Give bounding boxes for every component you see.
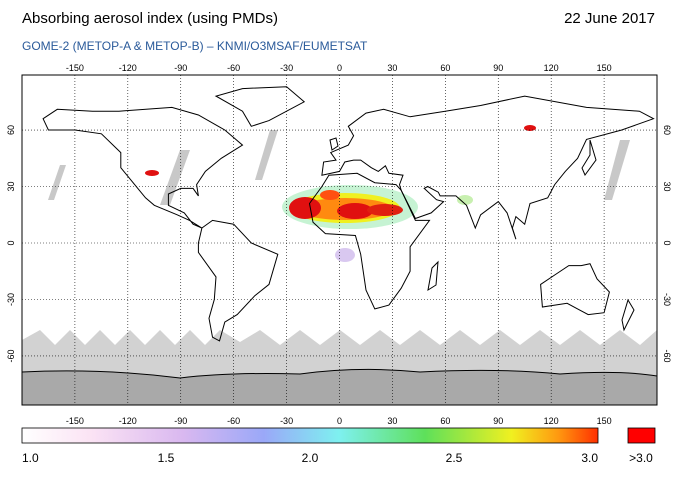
lat-label-left: -30 [6, 293, 16, 306]
lat-label-right: -60 [662, 349, 672, 362]
lon-label-bottom: -30 [280, 416, 293, 426]
subtitle: GOME-2 (METOP-A & METOP-B) – KNMI/O3MSAF… [22, 39, 368, 53]
lon-label-bottom: 30 [387, 416, 397, 426]
colorbar-label: 2.5 [446, 451, 463, 465]
lon-label-bottom: 150 [597, 416, 612, 426]
tick-labels: -150 -150 -120 -120 -90 -90 -60 -60 -30 -30 0 0 30 30… [6, 63, 672, 426]
colorbar [21, 427, 599, 444]
lon-label-bottom: 120 [544, 416, 559, 426]
colorbar-label: 2.0 [302, 451, 319, 465]
lat-label-left: -60 [6, 349, 16, 362]
colorbar-labels: 1.0 1.5 2.0 2.5 3.0 [22, 451, 598, 465]
lon-label-top: -120 [119, 63, 137, 73]
lat-label-right: 60 [662, 125, 672, 135]
lon-label-top: 120 [544, 63, 559, 73]
gap-stripes [48, 130, 630, 205]
lon-label-top: -150 [66, 63, 84, 73]
lon-label-top: -90 [174, 63, 187, 73]
lat-label-left: 30 [6, 182, 16, 192]
lon-label-bottom: -150 [66, 416, 84, 426]
lat-label-right: 30 [662, 182, 672, 192]
lon-label-bottom: -90 [174, 416, 187, 426]
lon-label-top: 0 [337, 63, 342, 73]
map-frame [21, 74, 658, 406]
lon-label-top: 30 [387, 63, 397, 73]
colorbar-label: 3.0 [581, 451, 598, 465]
map [22, 75, 657, 405]
lon-label-bottom: 0 [337, 416, 342, 426]
lon-label-top: 60 [440, 63, 450, 73]
lon-label-bottom: 90 [493, 416, 503, 426]
aerosol-plume [145, 125, 536, 262]
graticule [22, 75, 657, 405]
lon-label-top: 150 [597, 63, 612, 73]
lon-label-top: -30 [280, 63, 293, 73]
coastlines [42, 86, 655, 342]
colorbar-label: 1.0 [22, 451, 39, 465]
colorbar-label: 1.5 [158, 451, 175, 465]
lat-label-right: 0 [662, 240, 672, 245]
colorbar-over-label: >3.0 [629, 451, 653, 465]
lon-label-top: 90 [493, 63, 503, 73]
lon-label-top: -60 [227, 63, 240, 73]
lat-label-left: 0 [6, 240, 16, 245]
lat-label-left: 60 [6, 125, 16, 135]
lat-label-right: -30 [662, 293, 672, 306]
colorbar-over [627, 427, 656, 444]
lon-label-bottom: 60 [440, 416, 450, 426]
lon-label-bottom: -60 [227, 416, 240, 426]
title: Absorbing aerosol index (using PMDs) [22, 10, 278, 27]
date: 22 June 2017 [564, 10, 655, 27]
lon-label-bottom: -120 [119, 416, 137, 426]
